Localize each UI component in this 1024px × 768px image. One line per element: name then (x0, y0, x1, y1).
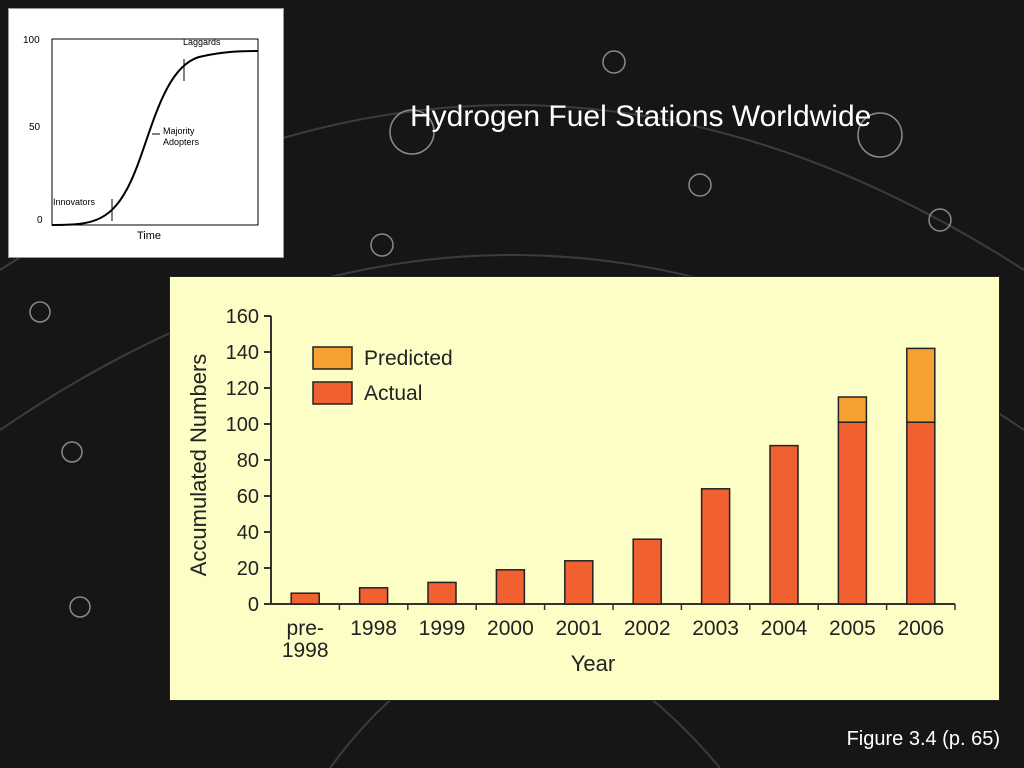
slide-title: Hydrogen Fuel Stations Worldwide (410, 100, 872, 133)
y-tick-label: 0 (248, 594, 259, 616)
x-tick-label: 2003 (692, 617, 739, 640)
inset-annotation-adopters: Adopters (163, 137, 200, 147)
legend-swatch-predicted (312, 346, 353, 370)
bar-chart-panel: 0 20 40 60 80 100 120 140 160 Accumulated Numbers… (169, 276, 1000, 701)
bar-predicted-2006 (906, 347, 936, 423)
y-tick-label: 80 (237, 450, 259, 472)
bar-actual-2000 (495, 569, 526, 605)
bar-actual-pre-1998 (290, 592, 320, 605)
inset-ytick-100: 100 (23, 35, 40, 46)
bar-actual-2001 (564, 560, 594, 605)
bar-actual-2002 (632, 538, 662, 605)
inset-ytick-0: 0 (37, 215, 43, 226)
bar-predicted-2005 (837, 396, 868, 423)
adoption-curve-inset: 100 50 0 Time Laggards Majority Adopters… (8, 8, 284, 258)
bar-actual-1998 (358, 587, 389, 605)
x-tick-label: 2004 (761, 617, 808, 640)
adoption-curve-line (51, 50, 259, 226)
x-tick-label: 2006 (897, 617, 944, 640)
bar-actual-2004 (769, 444, 799, 605)
bar-chart: 0 20 40 60 80 100 120 140 160 Accumulated Numbers… (186, 306, 956, 676)
x-tick-label: 1999 (419, 617, 466, 640)
y-tick-label: 140 (226, 342, 259, 364)
bar-actual-2003 (700, 488, 731, 605)
inset-annotation-laggards: Laggards (183, 37, 221, 47)
x-tick-label: 2001 (555, 617, 602, 640)
y-tick-label: 20 (237, 558, 259, 580)
y-tick-label: 120 (226, 378, 259, 400)
inset-xlabel: Time (137, 230, 161, 242)
x-tick-label: 1998 (282, 639, 329, 662)
figure-caption: Figure 3.4 (p. 65) (846, 728, 1000, 750)
bar-actual-2005 (837, 421, 868, 605)
x-tick-label: 2002 (624, 617, 671, 640)
y-tick-label: 100 (226, 414, 259, 436)
bar-actual-1999 (427, 581, 457, 605)
inset-annotation-innovators: Innovators (53, 197, 96, 207)
x-axis-label: Year (571, 651, 615, 676)
x-tick-label: 1998 (350, 617, 397, 640)
x-tick-label: pre- (287, 617, 324, 640)
legend-swatch-actual (312, 381, 353, 405)
x-tick-label: 2005 (829, 617, 876, 640)
inset-annotation-majority: Majority (163, 126, 195, 136)
y-tick-label: 40 (237, 522, 259, 544)
x-tick-label: 2000 (487, 617, 534, 640)
y-tick-label: 60 (237, 486, 259, 508)
legend-label-predicted: Predicted (364, 347, 453, 370)
y-tick-label: 160 (226, 306, 259, 328)
y-axis-label: Accumulated Numbers (186, 354, 211, 577)
bar-actual-2006 (906, 421, 936, 605)
inset-ytick-50: 50 (29, 122, 41, 133)
legend-label-actual: Actual (364, 382, 422, 405)
